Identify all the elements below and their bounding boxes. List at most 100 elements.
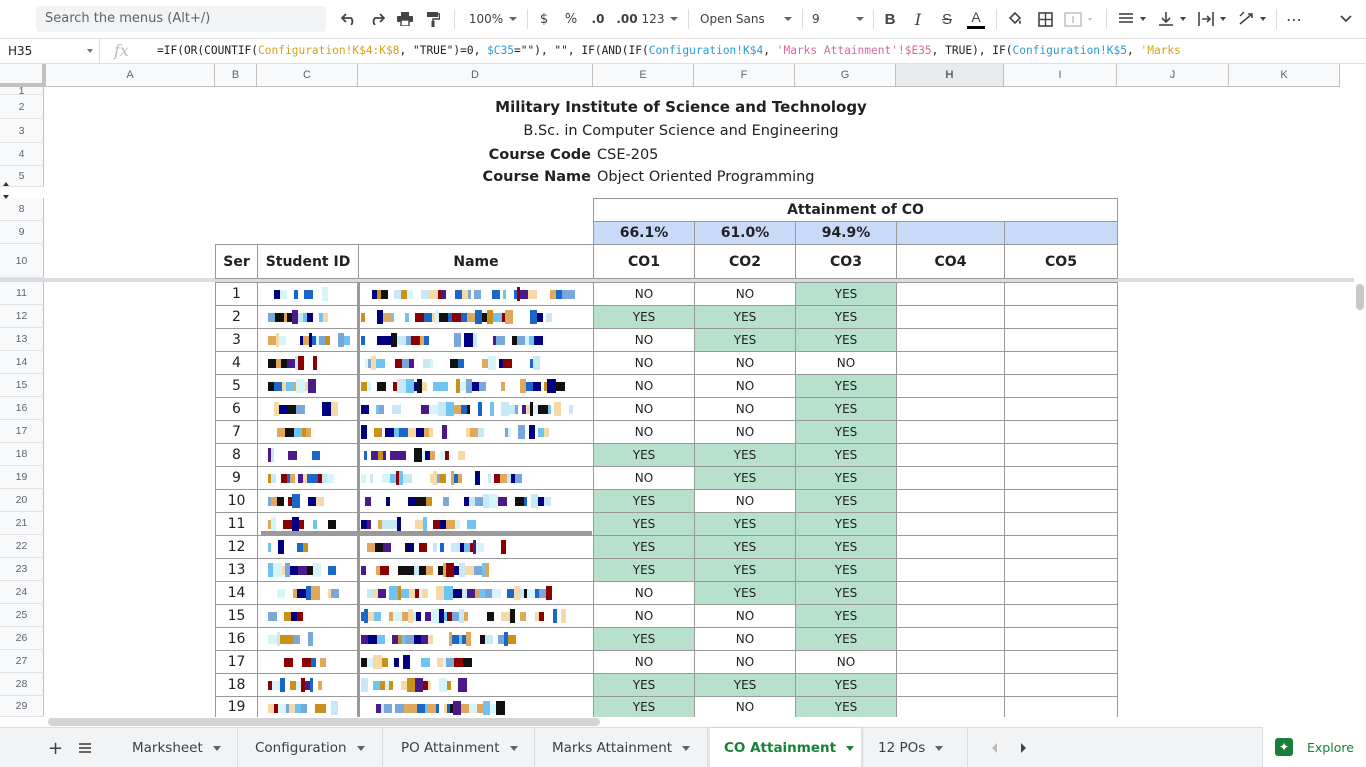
- co4-result-cell[interactable]: [896, 489, 1005, 513]
- print-icon[interactable]: [394, 7, 416, 31]
- co4-result-cell[interactable]: [896, 397, 1005, 421]
- row-header-13[interactable]: 13: [0, 328, 44, 351]
- column-header-f[interactable]: F: [694, 64, 795, 87]
- bold-button[interactable]: B: [884, 10, 896, 28]
- co2-result-cell[interactable]: NO: [694, 282, 796, 306]
- co1-result-cell[interactable]: NO: [593, 420, 695, 444]
- row-header-3[interactable]: 3: [0, 119, 44, 143]
- co4-result-cell[interactable]: [896, 696, 1005, 717]
- co5-result-cell[interactable]: [1004, 397, 1118, 421]
- search-menus-input[interactable]: Search the menus (Alt+/): [36, 6, 326, 32]
- row-header-25[interactable]: 25: [0, 604, 44, 627]
- co1-result-cell[interactable]: NO: [593, 328, 695, 352]
- column-header-e[interactable]: E: [593, 64, 694, 87]
- row-header-9[interactable]: 9: [0, 221, 44, 244]
- collapse-toolbar-icon[interactable]: [1336, 7, 1356, 31]
- row-header-12[interactable]: 12: [0, 305, 44, 328]
- row-header-10[interactable]: 10: [0, 244, 44, 278]
- row-header-23[interactable]: 23: [0, 558, 44, 581]
- font-size-select[interactable]: 9: [812, 7, 864, 31]
- row-header-8[interactable]: 8: [0, 198, 44, 221]
- co2-result-cell[interactable]: YES: [694, 466, 796, 490]
- co3-result-cell[interactable]: YES: [795, 328, 897, 352]
- row-header-4[interactable]: 4: [0, 143, 44, 166]
- row-header-1[interactable]: 1: [0, 85, 44, 97]
- column-header-i[interactable]: I: [1004, 64, 1117, 87]
- co2-result-cell[interactable]: YES: [694, 581, 796, 605]
- sheet-tab-po-attainment[interactable]: PO Attainment: [387, 728, 535, 767]
- co3-result-cell[interactable]: NO: [795, 650, 897, 674]
- text-wrap-icon[interactable]: [1196, 7, 1230, 31]
- co5-result-cell[interactable]: [1004, 282, 1118, 306]
- co4-result-cell[interactable]: [896, 305, 1005, 329]
- horizontal-align-icon[interactable]: [1116, 7, 1150, 31]
- row-header-26[interactable]: 26: [0, 627, 44, 650]
- co1-result-cell[interactable]: NO: [593, 282, 695, 306]
- redo-icon[interactable]: [366, 7, 388, 31]
- frozen-rows-divider[interactable]: [0, 278, 1356, 282]
- row-header-11[interactable]: 11: [0, 282, 44, 305]
- co4-result-cell[interactable]: [896, 420, 1005, 444]
- co3-result-cell[interactable]: YES: [795, 558, 897, 582]
- co3-result-cell[interactable]: YES: [795, 466, 897, 490]
- row-header-22[interactable]: 22: [0, 535, 44, 558]
- column-header-k[interactable]: K: [1229, 64, 1340, 87]
- row-header-28[interactable]: 28: [0, 673, 44, 696]
- co4-result-cell[interactable]: [896, 535, 1005, 559]
- co4-result-cell[interactable]: [896, 512, 1005, 536]
- co4-result-cell[interactable]: [896, 443, 1005, 467]
- co1-result-cell[interactable]: YES: [593, 305, 695, 329]
- co1-result-cell[interactable]: YES: [593, 558, 695, 582]
- row-header-18[interactable]: 18: [0, 443, 44, 466]
- co2-result-cell[interactable]: YES: [694, 512, 796, 536]
- merge-cells-icon[interactable]: [1062, 7, 1098, 31]
- row-header-2[interactable]: 2: [0, 95, 44, 119]
- strikethrough-button[interactable]: S: [941, 10, 952, 28]
- row-header-14[interactable]: 14: [0, 351, 44, 374]
- increase-decimal-button[interactable]: .00: [616, 12, 638, 26]
- all-sheets-button[interactable]: [70, 728, 92, 767]
- vertical-align-icon[interactable]: [1156, 7, 1190, 31]
- co4-result-cell[interactable]: [896, 466, 1005, 490]
- vertical-scrollbar[interactable]: [1354, 64, 1366, 717]
- spreadsheet-grid[interactable]: A B C D E F G H I J K 1 2 3 4 5 8 9 10 11 12 13 14 15 16 17 18 19 20…: [0, 64, 1366, 717]
- co5-result-cell[interactable]: [1004, 443, 1118, 467]
- add-sheet-button[interactable]: +: [48, 737, 64, 759]
- co5-result-cell[interactable]: [1004, 420, 1118, 444]
- co1-result-cell[interactable]: NO: [593, 397, 695, 421]
- co1-result-cell[interactable]: NO: [593, 374, 695, 398]
- co3-result-cell[interactable]: YES: [795, 282, 897, 306]
- zoom-select[interactable]: 100%: [466, 7, 520, 31]
- co1-result-cell[interactable]: YES: [593, 673, 695, 697]
- column-header-j[interactable]: J: [1117, 64, 1229, 87]
- co3-result-cell[interactable]: YES: [795, 420, 897, 444]
- sheet-tab-marks-attainment[interactable]: Marks Attainment: [538, 728, 708, 767]
- co3-result-cell[interactable]: YES: [795, 535, 897, 559]
- co5-result-cell[interactable]: [1004, 673, 1118, 697]
- sheet-tab-co-attainment[interactable]: CO Attainment: [710, 728, 862, 767]
- co3-result-cell[interactable]: YES: [795, 673, 897, 697]
- co2-result-cell[interactable]: NO: [694, 489, 796, 513]
- co3-result-cell[interactable]: YES: [795, 374, 897, 398]
- co3-result-cell[interactable]: NO: [795, 351, 897, 375]
- scroll-tabs-right-button[interactable]: [1014, 728, 1040, 767]
- co2-result-cell[interactable]: YES: [694, 328, 796, 352]
- borders-icon[interactable]: [1034, 7, 1056, 31]
- co2-result-cell[interactable]: YES: [694, 305, 796, 329]
- co3-result-cell[interactable]: YES: [795, 305, 897, 329]
- row-header-20[interactable]: 20: [0, 489, 44, 512]
- co2-result-cell[interactable]: NO: [694, 420, 796, 444]
- co1-result-cell[interactable]: YES: [593, 512, 695, 536]
- co1-result-cell[interactable]: NO: [593, 466, 695, 490]
- undo-icon[interactable]: [338, 7, 360, 31]
- decrease-decimal-button[interactable]: .0: [591, 12, 605, 26]
- co5-result-cell[interactable]: [1004, 351, 1118, 375]
- column-header-b[interactable]: B: [215, 64, 257, 87]
- vertical-scroll-thumb[interactable]: [1356, 284, 1364, 310]
- currency-format-button[interactable]: $: [539, 11, 549, 27]
- sheet-tab-marksheet[interactable]: Marksheet: [118, 728, 238, 767]
- scroll-tabs-left-button[interactable]: [984, 728, 1010, 767]
- co2-result-cell[interactable]: NO: [694, 696, 796, 717]
- column-header-g[interactable]: G: [795, 64, 896, 87]
- row-header-19[interactable]: 19: [0, 466, 44, 489]
